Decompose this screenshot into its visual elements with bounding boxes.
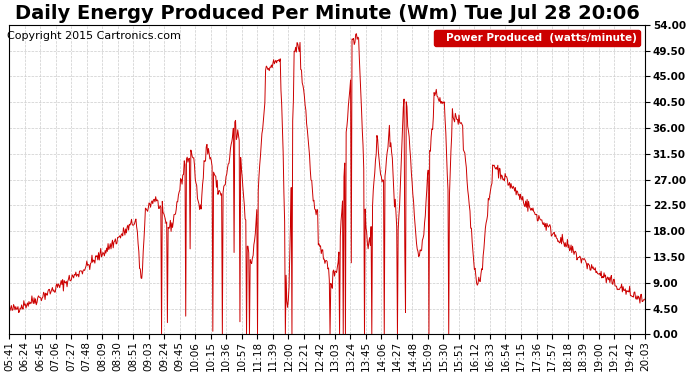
Legend: Power Produced  (watts/minute): Power Produced (watts/minute)	[435, 30, 640, 46]
Title: Daily Energy Produced Per Minute (Wm) Tue Jul 28 20:06: Daily Energy Produced Per Minute (Wm) Tu…	[14, 4, 640, 23]
Text: Copyright 2015 Cartronics.com: Copyright 2015 Cartronics.com	[7, 32, 181, 41]
